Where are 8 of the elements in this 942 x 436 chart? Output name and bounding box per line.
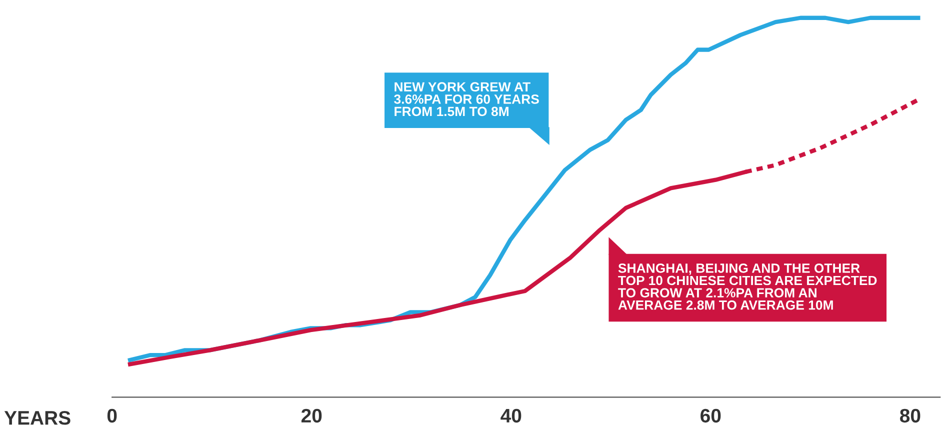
annotation: SHANGHAI, BEIJING AND THE OTHER TOP 10 CHINESE CITIES ARE EXPECTED TO GROW AT 2.1%PA FROM AN AVERAGE 2.8M TO AVERAGE 10M [618, 264, 877, 310]
x-tick-label: 80 [900, 408, 920, 423]
x-tick-label: 0 [107, 408, 117, 423]
x-tick-label: 20 [301, 408, 322, 423]
annotation: NEW YORK GREW AT 3.6%PA FOR 60 YEARS FROM 1.5M TO 8M [394, 82, 539, 116]
x-tick-label: 40 [500, 408, 522, 423]
x-axis-title: YEARS [4, 410, 70, 425]
x-tick-label: 60 [700, 408, 721, 423]
